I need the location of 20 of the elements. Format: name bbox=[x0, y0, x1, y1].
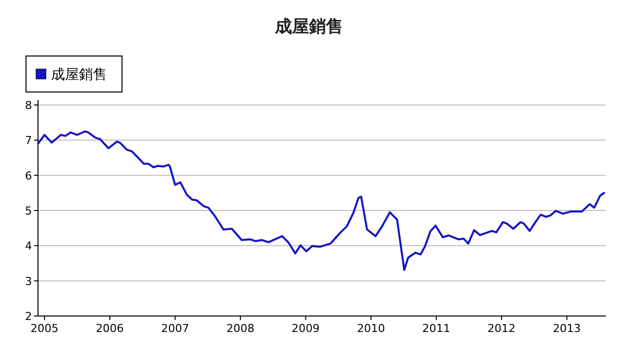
y-tick-label: 6 bbox=[25, 169, 32, 182]
y-tick-label: 3 bbox=[25, 274, 32, 288]
y-tick-label: 8 bbox=[25, 99, 32, 112]
legend-label: 成屋銷售 bbox=[51, 67, 107, 83]
x-tick-label: 2011 bbox=[422, 322, 450, 335]
y-tick-label: 7 bbox=[25, 134, 32, 148]
x-tick-label: 2005 bbox=[30, 322, 59, 335]
y-tick-label: 2 bbox=[25, 310, 32, 323]
x-tick-label: 2006 bbox=[96, 322, 124, 335]
y-tick-label: 4 bbox=[25, 240, 32, 253]
x-tick-label: 2012 bbox=[488, 322, 516, 335]
x-tick-label: 2009 bbox=[292, 322, 320, 335]
chart-title: 成屋銷售 bbox=[274, 17, 343, 37]
legend: 成屋銷售 bbox=[26, 56, 122, 92]
line-series bbox=[37, 130, 606, 271]
x-tick-label: 2007 bbox=[161, 322, 190, 335]
x-tick-label: 2008 bbox=[226, 322, 254, 335]
x-tick-label: 2013 bbox=[552, 322, 581, 335]
x-tick-label: 2010 bbox=[356, 322, 385, 335]
y-tick-label: 5 bbox=[25, 204, 32, 218]
